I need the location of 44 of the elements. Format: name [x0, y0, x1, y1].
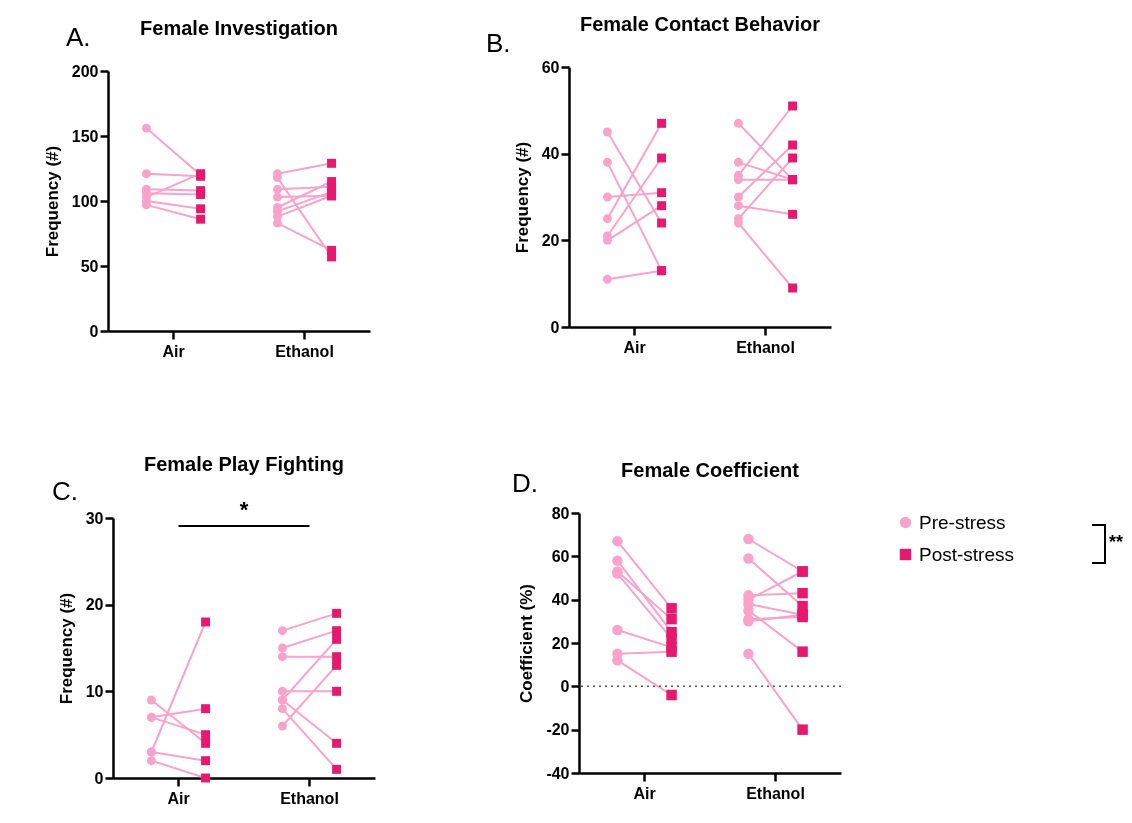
y-tick-label: 0	[550, 318, 560, 336]
y-tick-label: 100	[71, 192, 99, 210]
legend-label: Post-stress	[919, 543, 1015, 565]
y-tick-label: 60	[541, 58, 560, 76]
y-tick-label: -40	[546, 764, 570, 782]
y-tick-label: 20	[85, 596, 104, 614]
x-tick-label: Air	[633, 784, 656, 802]
y-tick-label: 200	[71, 62, 99, 80]
x-tick-label: Air	[623, 338, 646, 356]
y-axis-title: Coefficient (%)	[517, 584, 537, 703]
x-tick-label: Air	[167, 789, 190, 807]
y-tick-label: 40	[541, 145, 560, 163]
x-tick-label: Ethanol	[280, 789, 339, 807]
y-axis-title: Frequency (#)	[512, 141, 532, 254]
y-tick-label: 60	[551, 547, 570, 565]
y-tick-label: 0	[94, 769, 104, 787]
chart-title: Female Investigation	[140, 17, 338, 39]
y-axis-title: Frequency (#)	[56, 592, 76, 705]
text: D.	[512, 468, 538, 499]
y-axis-title: Frequency (#)	[42, 145, 62, 258]
y-tick-label: 150	[71, 127, 99, 145]
y-tick-label: 10	[85, 682, 104, 700]
text: A.	[66, 22, 91, 53]
y-tick-label: 80	[551, 504, 570, 522]
y-tick-label: 0	[560, 677, 570, 695]
x-tick-label: Air	[162, 342, 185, 360]
y-tick-label: 0	[89, 322, 99, 340]
chart-title: Female Coefficient	[621, 459, 800, 481]
y-tick-label: 50	[80, 257, 99, 275]
y-tick-label: 30	[85, 509, 104, 527]
x-tick-label: Ethanol	[275, 342, 334, 360]
x-tick-label: Ethanol	[746, 784, 805, 802]
y-tick-label: 40	[551, 591, 570, 609]
annotation: *	[239, 497, 249, 522]
text: B.	[486, 28, 511, 59]
chart-title: Female Contact Behavior	[579, 13, 821, 35]
y-tick-label: 20	[551, 634, 570, 652]
chart-title: Female Play Fighting	[143, 453, 345, 475]
legend-label: Pre-stress	[919, 511, 1006, 533]
text: C.	[52, 476, 78, 507]
y-tick-label: -20	[546, 721, 570, 739]
x-tick-label: Ethanol	[736, 338, 795, 356]
y-tick-label: 20	[541, 231, 560, 249]
text: **	[1109, 532, 1124, 553]
